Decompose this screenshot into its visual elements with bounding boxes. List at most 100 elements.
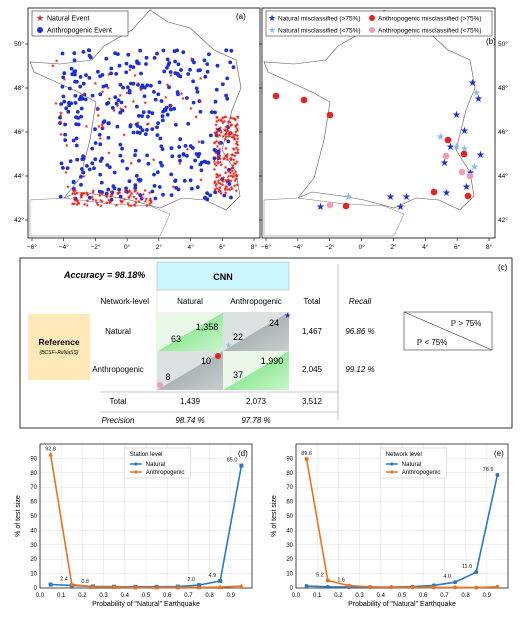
event-marker: ★ bbox=[181, 96, 186, 102]
event-marker bbox=[229, 195, 233, 200]
event-marker bbox=[213, 190, 218, 195]
map-x-tick-label: 2° bbox=[156, 243, 163, 251]
x-tick-label: 0.6 bbox=[419, 593, 428, 599]
event-marker: ★ bbox=[217, 189, 222, 195]
legend-title: Network level bbox=[386, 452, 422, 458]
map-b-legend-1: Natural misclassified (<75%) bbox=[278, 28, 361, 35]
event-marker: ★ bbox=[232, 161, 237, 167]
y-tick-label: 90 bbox=[30, 456, 37, 462]
event-marker: ★ bbox=[223, 154, 228, 160]
event-marker: ★ bbox=[72, 201, 77, 207]
legend-marker bbox=[134, 462, 138, 466]
event-marker bbox=[74, 143, 79, 148]
event-marker bbox=[134, 122, 139, 127]
event-marker: ★ bbox=[227, 133, 232, 139]
event-marker: ★ bbox=[104, 194, 109, 200]
map-b-frame bbox=[261, 7, 496, 239]
event-marker: ★ bbox=[215, 115, 220, 121]
event-marker: ★ bbox=[80, 192, 85, 198]
event-marker bbox=[156, 92, 161, 97]
event-marker: ★ bbox=[106, 85, 111, 91]
event-marker: ★ bbox=[144, 197, 149, 203]
event-marker: ★ bbox=[234, 174, 239, 180]
event-marker: ★ bbox=[99, 203, 104, 209]
event-marker bbox=[205, 62, 210, 66]
misclassified-marker bbox=[326, 111, 334, 119]
misclassified-marker bbox=[430, 188, 438, 196]
event-marker: ★ bbox=[118, 190, 123, 196]
map-x-tick-label: 0° bbox=[358, 243, 365, 251]
x-tick-label: 0.9 bbox=[483, 593, 492, 599]
col-anthropogenic: Anthropogenic bbox=[230, 297, 282, 306]
event-marker bbox=[63, 138, 68, 143]
event-marker bbox=[126, 85, 130, 90]
event-marker: ★ bbox=[215, 130, 220, 136]
event-marker bbox=[127, 179, 132, 184]
x-tick-label: 0.2 bbox=[78, 593, 87, 599]
misclassified-marker: ★ bbox=[440, 158, 449, 169]
event-marker: ★ bbox=[189, 106, 194, 112]
event-marker: ★ bbox=[151, 158, 156, 164]
map-x-tick-label: 4° bbox=[187, 243, 194, 251]
event-marker: ★ bbox=[85, 198, 90, 204]
event-marker: ★ bbox=[54, 101, 59, 107]
event-marker: ★ bbox=[70, 201, 75, 207]
y-tick-label: 50 bbox=[286, 514, 293, 520]
event-marker: ★ bbox=[100, 125, 105, 131]
event-marker bbox=[216, 151, 221, 156]
data-point bbox=[325, 584, 330, 589]
data-label: 2.4 bbox=[60, 577, 68, 583]
event-marker: ★ bbox=[236, 143, 241, 149]
event-marker: ★ bbox=[105, 201, 110, 207]
event-marker: ★ bbox=[197, 140, 202, 146]
event-marker bbox=[133, 183, 138, 188]
event-marker bbox=[131, 130, 136, 135]
misclassified-marker: ★ bbox=[316, 202, 325, 213]
event-marker: ★ bbox=[235, 126, 240, 132]
event-marker: ★ bbox=[148, 196, 153, 202]
map-b-misclassified-events: ★★★★★★★★★★★★★★★★★★★★ bbox=[272, 78, 485, 213]
event-marker: ★ bbox=[230, 168, 235, 174]
event-marker bbox=[152, 184, 157, 188]
reference-subtitle: (BCSF–RéNaSS) bbox=[40, 350, 79, 356]
event-marker bbox=[149, 83, 153, 88]
event-marker bbox=[71, 138, 76, 143]
y-tick-label: 0 bbox=[290, 586, 294, 592]
event-marker bbox=[99, 180, 104, 185]
total-natural-col: 1,439 bbox=[180, 397, 201, 406]
event-marker: ★ bbox=[127, 195, 132, 201]
event-marker: ★ bbox=[214, 172, 219, 178]
y-tick-label: 60 bbox=[286, 500, 293, 506]
event-marker: ★ bbox=[97, 124, 102, 130]
event-marker: ★ bbox=[234, 146, 239, 152]
event-marker bbox=[90, 161, 95, 166]
event-marker: ★ bbox=[98, 193, 103, 199]
event-marker: ★ bbox=[128, 68, 133, 74]
event-marker bbox=[115, 124, 120, 129]
event-marker bbox=[87, 48, 92, 53]
event-marker: ★ bbox=[96, 113, 101, 119]
event-marker bbox=[131, 65, 136, 70]
event-marker: ★ bbox=[221, 121, 226, 127]
event-marker bbox=[172, 106, 177, 111]
event-marker: ★ bbox=[220, 119, 225, 125]
event-marker bbox=[92, 166, 96, 171]
event-marker bbox=[198, 162, 203, 167]
event-marker: ★ bbox=[219, 162, 224, 168]
map-b-legend-circle-icon bbox=[369, 15, 375, 21]
event-marker: ★ bbox=[107, 198, 112, 204]
data-label: 89.6 bbox=[301, 451, 312, 457]
event-marker bbox=[193, 158, 198, 163]
event-marker: ★ bbox=[226, 169, 231, 175]
cell-nn-diag bbox=[156, 311, 224, 352]
cell-nn-low: 63 bbox=[171, 334, 181, 344]
event-marker bbox=[165, 112, 170, 117]
data-point bbox=[431, 585, 436, 590]
event-marker bbox=[138, 48, 143, 53]
event-marker bbox=[152, 56, 157, 60]
event-marker bbox=[202, 58, 207, 63]
event-marker bbox=[226, 139, 231, 144]
event-marker bbox=[68, 86, 72, 91]
event-marker: ★ bbox=[224, 146, 229, 152]
event-marker bbox=[116, 52, 120, 56]
